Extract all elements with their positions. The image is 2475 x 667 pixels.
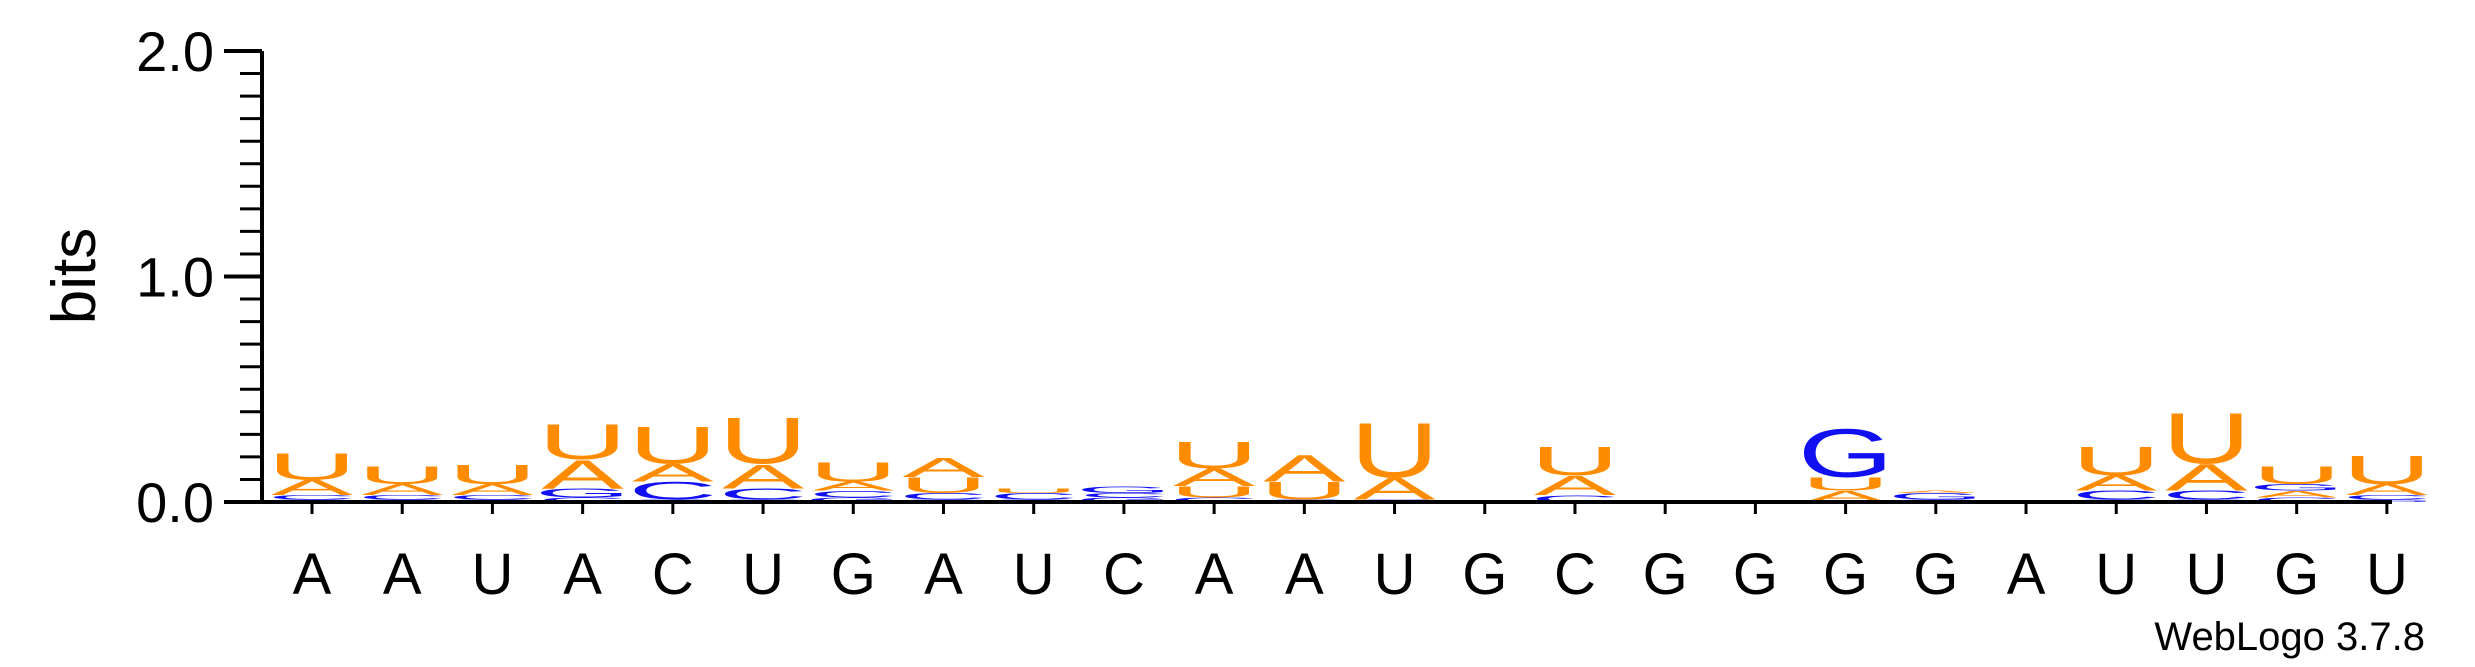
logo-glyph-g: G xyxy=(2249,482,2345,493)
logo-glyph-c: C xyxy=(1170,496,1259,503)
logo-glyph-g: G xyxy=(1076,484,1172,495)
logo-glyph-u: U xyxy=(2252,461,2341,489)
x-tick-label: U xyxy=(2366,542,2408,607)
x-tick-label: G xyxy=(831,542,876,607)
logo-glyph-g: G xyxy=(805,496,901,503)
x-tick-label: A xyxy=(383,542,422,607)
x-tick-label: A xyxy=(563,542,602,607)
logo-glyph-a: A xyxy=(2165,457,2248,499)
logo-glyph-c: C xyxy=(358,494,447,501)
credit-label: WebLogo 3.7.8 xyxy=(2154,615,2425,659)
logo-glyph-u: U xyxy=(448,458,537,490)
logo-glyph-u: U xyxy=(2162,399,2251,479)
x-tick-label: U xyxy=(1013,542,1055,607)
logo-glyph-a: A xyxy=(722,458,805,496)
logo-glyph-a: A xyxy=(902,452,985,484)
x-tick-label: U xyxy=(742,542,784,607)
x-tick-label: U xyxy=(1374,542,1416,607)
logo-glyph-u: U xyxy=(719,404,808,477)
x-tick-label: U xyxy=(2186,542,2228,607)
logo-glyph-a: A xyxy=(271,475,353,500)
logo-glyph-a: A xyxy=(1895,490,1977,493)
logo-glyph-c: C xyxy=(2252,496,2341,503)
logo-glyph-c: C xyxy=(2162,488,2251,502)
y-tick-label: 1.0 xyxy=(136,246,214,309)
logo-glyph-u: U xyxy=(2342,448,2431,493)
x-tick-label: G xyxy=(1823,542,1868,607)
logo-glyph-c: C xyxy=(1079,492,1168,499)
x-tick-label: G xyxy=(2274,542,2319,607)
x-tick-label: U xyxy=(2095,542,2137,607)
logo-glyph-c: C xyxy=(268,494,357,501)
x-tick-label: C xyxy=(652,542,694,607)
logo-glyph-u: U xyxy=(989,487,1078,494)
logo-glyph-a: A xyxy=(542,452,624,497)
logo-glyph-u: U xyxy=(2072,439,2161,484)
y-axis-label: bits xyxy=(40,228,109,324)
logo-glyph-a: A xyxy=(451,481,534,498)
logo-glyph-u: U xyxy=(1801,474,1890,495)
logo-glyph-c: C xyxy=(899,491,988,502)
logo-glyph-u: U xyxy=(538,414,627,470)
logo-glyph-a: A xyxy=(2256,489,2339,500)
logo-glyph-c: C xyxy=(1530,494,1619,505)
logo-glyph-u: U xyxy=(809,456,898,488)
logo-glyph-u: U xyxy=(1170,483,1259,500)
x-tick-label: A xyxy=(1285,542,1324,607)
logo-glyph-g: G xyxy=(1076,496,1172,503)
logo-glyph-u: U xyxy=(899,473,988,498)
logo-glyph-c: C xyxy=(2072,488,2161,502)
logo-glyph-g: G xyxy=(1888,491,1984,502)
logo-glyph-u: U xyxy=(268,446,357,488)
logo-glyph-u: U xyxy=(1170,435,1259,477)
logo-glyph-a: A xyxy=(2075,471,2157,496)
x-tick-label: C xyxy=(1103,542,1145,607)
logo-glyph-a: A xyxy=(632,459,715,487)
x-tick-label: A xyxy=(924,542,963,607)
logo-glyph-a: A xyxy=(361,481,444,498)
logo-glyph-u: U xyxy=(1350,407,1439,494)
logo-glyph-u: U xyxy=(358,461,447,489)
logo-glyph-c: C xyxy=(989,491,1078,502)
logo-glyph-u: U xyxy=(628,416,717,475)
x-tick-label: A xyxy=(293,542,332,607)
logo-glyph-c: C xyxy=(809,489,898,500)
y-tick-label: 0.0 xyxy=(136,471,214,534)
y-ticks: 0.0 1.0 2.0 xyxy=(136,20,262,534)
logo-glyph-a: A xyxy=(812,479,895,493)
logo-glyph-c: C xyxy=(719,486,808,503)
x-tick-label: A xyxy=(1195,542,1234,607)
logo-glyph-g: G xyxy=(535,486,631,500)
x-tick-label: C xyxy=(1554,542,1596,607)
logo-glyph-u: U xyxy=(1530,439,1619,484)
logo-glyph-c: C xyxy=(2342,494,2431,501)
logo-glyph-a: A xyxy=(1534,470,1617,502)
x-tick-label: G xyxy=(1913,542,1958,607)
glyph-stacks: GCAUGCAUGCAUCGAUGCAUGCAUGCAUGCUAGCUGCGCU… xyxy=(264,399,2435,506)
y-tick-label: 2.0 xyxy=(136,20,214,83)
logo-glyph-c: C xyxy=(538,496,627,503)
logo-glyph-a: A xyxy=(1173,464,1256,492)
logo-glyph-a: A xyxy=(1263,448,1346,490)
x-tick-label: U xyxy=(471,542,513,607)
x-tick-label: A xyxy=(2007,542,2046,607)
x-tick-label: G xyxy=(1733,542,1778,607)
x-tick-label: G xyxy=(1643,542,1688,607)
logo-glyph-c: C xyxy=(448,494,537,501)
logo-glyph-g: G xyxy=(1798,416,1894,493)
x-tick-label: G xyxy=(1462,542,1507,607)
logo-glyph-a: A xyxy=(2346,481,2429,498)
